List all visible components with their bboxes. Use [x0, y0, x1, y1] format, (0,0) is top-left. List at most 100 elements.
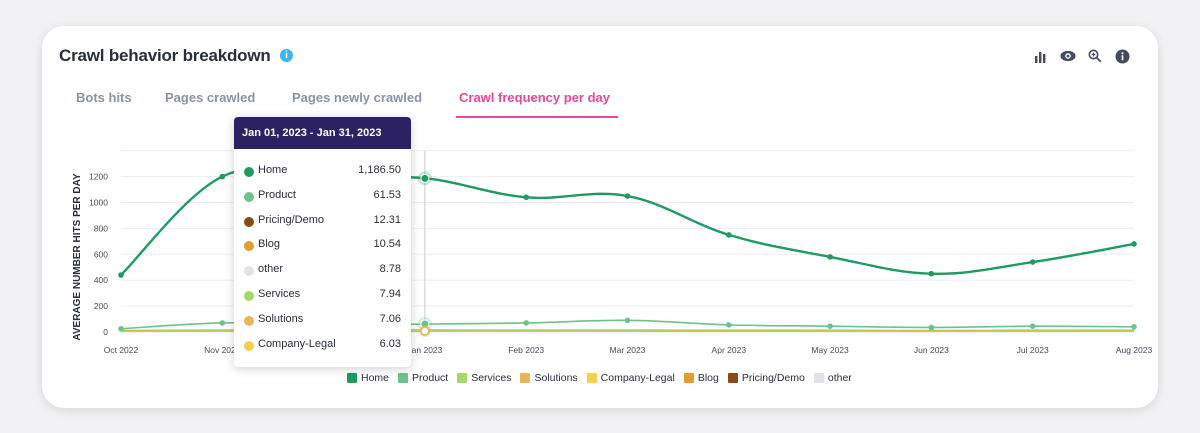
- legend-swatch: [586, 373, 597, 383]
- legend-swatch: [813, 373, 824, 383]
- tooltip-row: Blog 10.54: [244, 238, 401, 254]
- tooltip-row: Company-Legal 6.03: [244, 338, 401, 354]
- info-icon[interactable]: [1114, 48, 1130, 64]
- tooltip-series-name: Solutions: [258, 312, 304, 325]
- tooltip-series-dot: [244, 191, 254, 202]
- y-tick-label: 800: [94, 223, 108, 233]
- tooltip-series-value: 61.53: [373, 188, 401, 201]
- legend-swatch: [683, 373, 694, 383]
- legend-label: Product: [412, 372, 449, 384]
- tooltip-series-name: Product: [258, 188, 296, 201]
- tab-crawl-frequency[interactable]: Crawl frequency per day: [459, 90, 610, 105]
- tooltip-row: Home 1,186.50: [244, 164, 401, 180]
- tooltip-row: other 8.78: [244, 263, 401, 279]
- eye-icon[interactable]: [1060, 48, 1076, 64]
- data-point-home[interactable]: [827, 254, 833, 260]
- title-info-icon[interactable]: i: [280, 49, 293, 62]
- tooltip-series-name: Blog: [258, 238, 281, 251]
- tooltip-series-dot: [244, 167, 254, 177]
- legend-item[interactable]: Home: [347, 372, 389, 384]
- data-point-product[interactable]: [726, 322, 732, 328]
- tooltip-row: Product 61.53: [244, 189, 401, 205]
- tooltip-row: Services 7.94: [244, 288, 401, 304]
- tooltip-series-value: 12.31: [373, 213, 401, 226]
- active-tab-underline: [456, 116, 618, 118]
- x-tick-label: Mar 2023: [610, 345, 646, 355]
- legend-item[interactable]: Blog: [683, 372, 719, 384]
- y-axis-title: AVERAGE NUMBER HITS PER DAY: [72, 173, 83, 341]
- legend-swatch: [457, 373, 468, 383]
- tab-pages-crawled[interactable]: Pages crawled: [165, 90, 256, 105]
- data-point-home[interactable]: [420, 173, 430, 183]
- tooltip-series-name: other: [258, 263, 284, 276]
- tooltip-series-dot: [244, 315, 254, 326]
- chart-legend: Home Product Services Solutions Company-Lega…: [347, 372, 852, 384]
- legend-item[interactable]: Services: [457, 372, 511, 384]
- tooltip-row: Solutions 7.06: [244, 313, 401, 329]
- tooltip-series-dot: [244, 340, 254, 351]
- x-tick-label: Feb 2023: [508, 345, 544, 355]
- tooltip-series-dot: [244, 266, 254, 277]
- legend-swatch: [727, 373, 738, 383]
- data-point-product[interactable]: [1131, 324, 1137, 330]
- x-tick-label: Apr 2023: [712, 345, 747, 355]
- tooltip-series-value: 1,186.50: [358, 164, 401, 176]
- legend-swatch: [520, 373, 531, 383]
- legend-label: Home: [361, 372, 390, 384]
- data-point-product[interactable]: [219, 320, 226, 326]
- data-point-product[interactable]: [118, 325, 124, 332]
- data-point-home[interactable]: [219, 173, 226, 180]
- legend-label: Blog: [697, 372, 719, 384]
- legend-swatch: [398, 373, 409, 383]
- data-point-home[interactable]: [624, 193, 631, 199]
- tooltip-series-dot: [244, 291, 254, 301]
- legend-item[interactable]: Solutions: [520, 372, 578, 384]
- legend-item[interactable]: other: [813, 372, 852, 384]
- legend-item[interactable]: Company-Legal: [586, 372, 675, 384]
- tooltip-series-value: 10.54: [373, 238, 401, 251]
- crawl-behavior-card: Crawl behavior breakdown i Bots hits Pag…: [42, 26, 1158, 408]
- tooltip-series-value: 8.78: [379, 263, 401, 276]
- data-point-product[interactable]: [827, 323, 833, 329]
- y-tick-label: 0: [103, 327, 108, 337]
- data-point-solutions[interactable]: [420, 326, 430, 336]
- tab-bots-hits[interactable]: Bots hits: [76, 90, 132, 105]
- zoom-icon[interactable]: [1087, 48, 1103, 64]
- x-tick-label: Jun 2023: [914, 345, 949, 355]
- tooltip-series-value: 6.03: [379, 337, 401, 350]
- legend-label: other: [827, 372, 852, 384]
- x-tick-label: Jan 2023: [407, 345, 442, 355]
- data-point-product[interactable]: [1029, 323, 1036, 329]
- legend-item[interactable]: Product: [398, 372, 448, 384]
- x-tick-label: Jul 2023: [1017, 345, 1049, 355]
- x-tick-label: Aug 2023: [1116, 345, 1153, 355]
- legend-label: Company-Legal: [600, 372, 675, 384]
- tooltip-series-dot: [244, 241, 254, 252]
- y-tick-label: 400: [94, 275, 108, 285]
- legend-label: Pricing/Demo: [741, 372, 805, 384]
- chart-toolbar: [1033, 48, 1130, 64]
- tooltip-series-name: Company-Legal: [258, 337, 336, 350]
- data-point-home[interactable]: [1131, 241, 1137, 247]
- data-point-product[interactable]: [928, 324, 935, 331]
- x-tick-label: Nov 2022: [204, 345, 241, 355]
- tooltip-series-name: Pricing/Demo: [258, 213, 325, 226]
- tab-pages-newly-crawled[interactable]: Pages newly crawled: [292, 90, 423, 105]
- line-chart: AVERAGE NUMBER HITS PER DAY 0 200 400 600 80…: [72, 150, 1153, 355]
- chart-tooltip: Jan 01, 2023 - Jan 31, 2023 Home 1,186.50…: [234, 117, 411, 367]
- tooltip-series-name: Services: [258, 288, 301, 300]
- data-point-home[interactable]: [928, 270, 935, 277]
- data-point-home[interactable]: [118, 272, 124, 278]
- data-point-home[interactable]: [523, 194, 529, 201]
- tooltip-series-value: 7.06: [379, 312, 401, 325]
- data-point-product[interactable]: [523, 320, 529, 326]
- legend-label: Solutions: [534, 372, 578, 384]
- card-title: Crawl behavior breakdown: [59, 46, 271, 65]
- bar-chart-icon[interactable]: [1033, 48, 1049, 64]
- data-point-home[interactable]: [726, 232, 732, 238]
- data-point-product[interactable]: [624, 317, 631, 324]
- tooltip-series-dot: [244, 216, 254, 227]
- tooltip-title: Jan 01, 2023 - Jan 31, 2023: [234, 117, 411, 149]
- legend-item[interactable]: Pricing/Demo: [727, 372, 805, 384]
- data-point-home[interactable]: [1029, 259, 1036, 265]
